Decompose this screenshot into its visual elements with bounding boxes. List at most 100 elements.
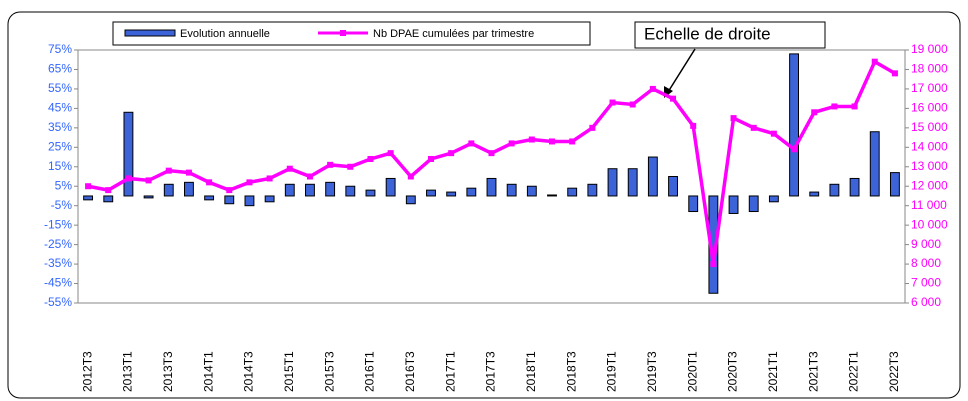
y-tick-label: 35% bbox=[48, 120, 72, 134]
y-tick-label: 5% bbox=[55, 178, 73, 192]
bar bbox=[426, 189, 436, 197]
line-marker bbox=[831, 103, 838, 110]
bar bbox=[607, 168, 618, 197]
y-tick-label: 25% bbox=[48, 139, 72, 153]
line-marker bbox=[690, 122, 697, 129]
bar bbox=[849, 177, 860, 197]
x-tick-label: 2018T3 bbox=[564, 351, 578, 392]
bar bbox=[163, 183, 174, 197]
line-marker bbox=[629, 101, 636, 108]
bar bbox=[668, 176, 678, 197]
line-marker bbox=[488, 150, 495, 157]
legend-label: Nb DPAE cumulées par trimestre bbox=[373, 28, 534, 40]
x-tick-label: 2012T3 bbox=[80, 351, 94, 392]
y2-tick-label: 19 000 bbox=[911, 42, 948, 56]
y2-tick-label: 10 000 bbox=[911, 217, 948, 231]
y2-tick-label: 15 000 bbox=[911, 120, 948, 134]
bar bbox=[829, 183, 840, 197]
bar bbox=[547, 194, 557, 197]
line-marker bbox=[468, 140, 475, 147]
line-marker bbox=[347, 163, 354, 170]
chart-frame bbox=[7, 11, 961, 399]
x-tick-label: 2014T3 bbox=[242, 351, 256, 392]
y-tick-label: 75% bbox=[48, 42, 72, 56]
y2-tick-label: 7 000 bbox=[911, 276, 941, 290]
line-marker bbox=[730, 115, 737, 122]
line-marker bbox=[448, 150, 455, 157]
bar bbox=[466, 187, 477, 197]
annotation: Echelle de droite bbox=[644, 24, 771, 43]
line-marker bbox=[750, 124, 757, 131]
line-marker bbox=[206, 179, 213, 186]
bar bbox=[486, 177, 497, 197]
x-tick-label: 2021T1 bbox=[766, 351, 780, 392]
line-marker bbox=[427, 155, 434, 162]
line-marker bbox=[528, 136, 535, 143]
line-marker bbox=[407, 173, 414, 180]
y-tick-label: 65% bbox=[48, 62, 72, 76]
line-marker bbox=[589, 124, 596, 131]
y-tick-label: 15% bbox=[48, 159, 72, 173]
bar bbox=[385, 177, 396, 197]
line-marker bbox=[710, 261, 717, 268]
line-marker bbox=[851, 103, 858, 110]
legend-label: Evolution annuelle bbox=[180, 28, 270, 40]
line-marker bbox=[609, 99, 616, 106]
x-tick-label: 2016T1 bbox=[363, 351, 377, 392]
y2-tick-label: 13 000 bbox=[911, 159, 948, 173]
bar bbox=[748, 195, 759, 213]
y2-tick-label: 14 000 bbox=[911, 139, 948, 153]
x-tick-label: 2019T3 bbox=[645, 351, 659, 392]
y2-tick-label: 17 000 bbox=[911, 81, 948, 95]
line-marker bbox=[791, 146, 798, 153]
line-marker bbox=[549, 138, 556, 145]
x-tick-label: 2020T1 bbox=[685, 351, 699, 392]
bar bbox=[627, 168, 638, 197]
x-tick-label: 2013T1 bbox=[121, 351, 135, 392]
bar bbox=[567, 187, 578, 197]
x-tick-label: 2016T3 bbox=[403, 351, 417, 392]
x-tick-label: 2017T1 bbox=[443, 351, 457, 392]
line-marker bbox=[367, 155, 374, 162]
bar bbox=[264, 195, 275, 203]
y2-tick-label: 9 000 bbox=[911, 237, 941, 251]
line-marker bbox=[811, 109, 818, 116]
line-marker bbox=[185, 169, 192, 176]
y-tick-label: -35% bbox=[44, 256, 72, 270]
line-marker bbox=[306, 173, 313, 180]
x-tick-label: 2021T3 bbox=[806, 351, 820, 392]
x-tick-label: 2013T3 bbox=[161, 351, 175, 392]
x-tick-label: 2018T1 bbox=[524, 351, 538, 392]
plot-area bbox=[77, 49, 906, 304]
x-tick-label: 2022T3 bbox=[887, 351, 901, 392]
bar bbox=[809, 191, 820, 197]
y2-tick-label: 6 000 bbox=[911, 295, 941, 309]
line-marker bbox=[286, 165, 293, 172]
bar bbox=[123, 111, 134, 197]
x-tick-label: 2019T1 bbox=[605, 351, 619, 392]
bar bbox=[305, 183, 315, 197]
bar bbox=[143, 195, 154, 199]
legend-marker bbox=[340, 30, 346, 36]
annotation-box bbox=[634, 21, 826, 49]
bar bbox=[103, 195, 114, 203]
bar bbox=[768, 195, 779, 203]
line-marker bbox=[85, 183, 92, 190]
line-marker bbox=[226, 187, 233, 194]
y-tick-label: -25% bbox=[44, 237, 72, 251]
x-tick-label: 2015T1 bbox=[282, 351, 296, 392]
line-marker bbox=[569, 138, 576, 145]
bar bbox=[688, 195, 699, 213]
bar bbox=[325, 181, 336, 197]
line-marker bbox=[770, 130, 777, 137]
y-tick-label: 45% bbox=[48, 101, 72, 115]
legend-swatch bbox=[124, 29, 176, 37]
y-tick-label: -55% bbox=[44, 295, 72, 309]
line-marker bbox=[246, 179, 253, 186]
bar bbox=[224, 195, 235, 205]
y-tick-label: -5% bbox=[51, 198, 73, 212]
line-marker bbox=[125, 175, 132, 182]
y2-tick-label: 18 000 bbox=[911, 62, 948, 76]
y2-tick-label: 8 000 bbox=[911, 256, 941, 270]
